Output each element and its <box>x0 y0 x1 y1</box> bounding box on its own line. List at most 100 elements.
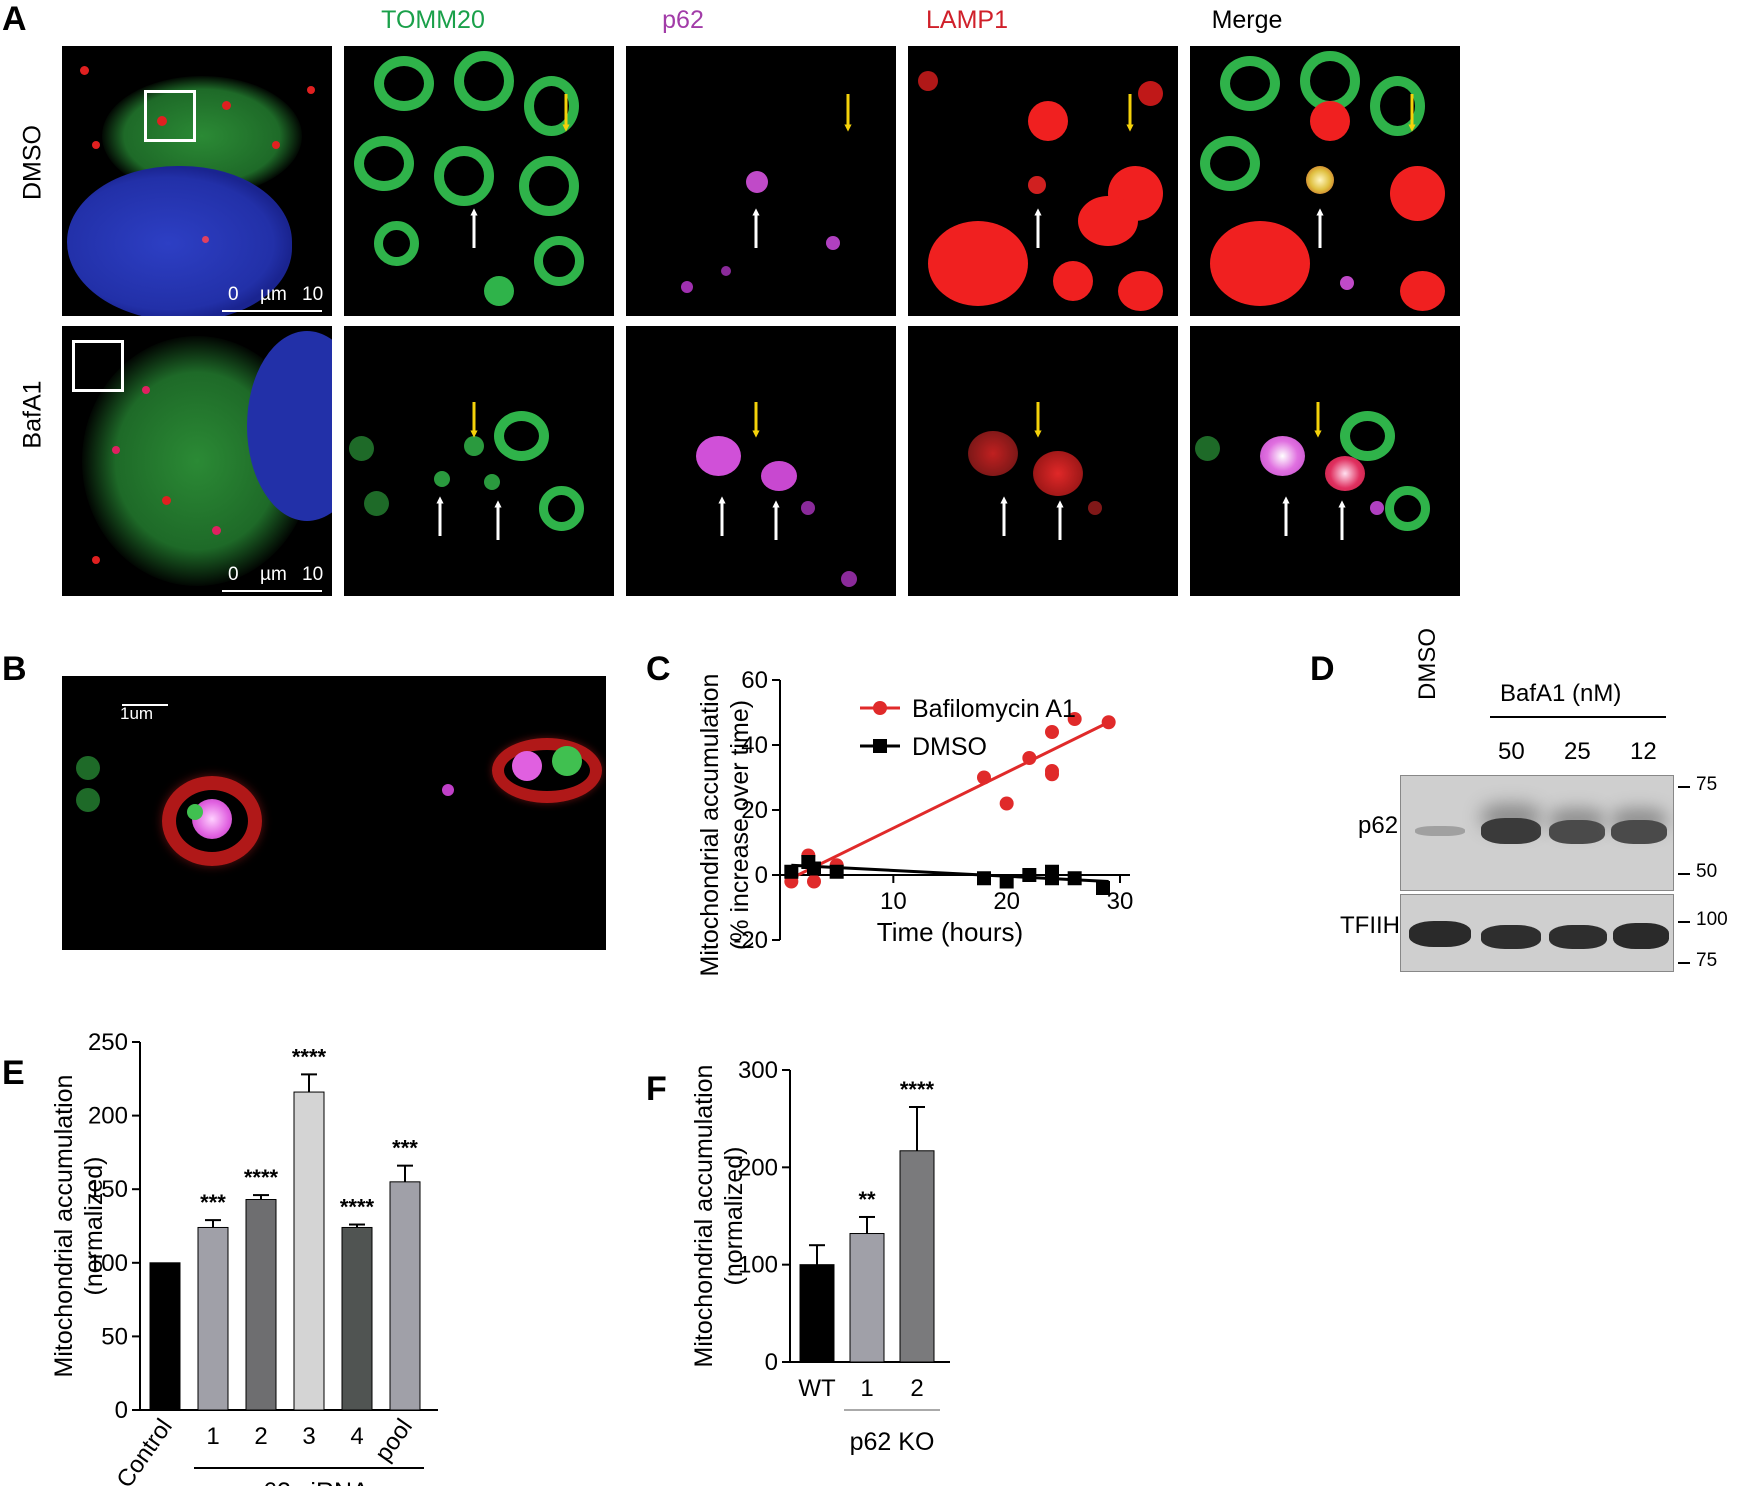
data-point <box>1045 764 1059 778</box>
significance-label: ** <box>858 1187 876 1212</box>
data-point <box>1045 725 1059 739</box>
y-tick-label: 0 <box>755 862 768 889</box>
x-tick-label: 1 <box>860 1375 873 1402</box>
x-tick-label: 1 <box>206 1423 219 1450</box>
chart-e: 0 50 100 150 200 250 Mitochondrial accumulatio… <box>50 1029 438 1486</box>
panel-a-arrows <box>436 94 1416 540</box>
data-point <box>807 861 821 876</box>
scalebar-zero: 0 <box>228 284 239 305</box>
significance-label: **** <box>292 1044 327 1069</box>
bar <box>341 1226 373 1411</box>
y-tick-label: 60 <box>741 667 768 694</box>
panel-label-e: E <box>2 1054 25 1092</box>
y-axis-label: Mitochondrial accumulation <box>700 674 724 977</box>
micrograph-bafa1-tomm20 <box>344 326 614 596</box>
x-tick-label: 2 <box>910 1375 923 1402</box>
marker-tick <box>1678 962 1690 964</box>
x-tick-label: pool <box>370 1414 418 1467</box>
significance-label: **** <box>340 1195 375 1220</box>
legend-marker <box>873 701 887 715</box>
inset-box <box>144 90 196 142</box>
y-tick-label: 50 <box>101 1323 128 1350</box>
blot-treatment-line <box>1490 716 1666 718</box>
panel-label-f: F <box>646 1070 667 1108</box>
inset-box <box>72 340 124 392</box>
micrograph-dmso-overview: 0 µm 10 <box>62 46 332 316</box>
scalebar-unit: µm <box>260 284 287 305</box>
blot-treatment-label: BafA1 (nM) <box>1500 680 1622 707</box>
scalebar-zero: 0 <box>228 564 239 585</box>
data-point <box>1022 751 1037 765</box>
blot-row-label-tfiih: TFIIH <box>1340 912 1400 939</box>
scalebar-max: 10 <box>302 564 324 585</box>
x-tick-label: 4 <box>350 1423 363 1450</box>
group-label: p62 siRNA <box>249 1478 369 1486</box>
panel-label-b: B <box>2 650 27 688</box>
bar <box>799 1264 835 1363</box>
y-tick-label: 40 <box>741 732 768 759</box>
x-tick-label: 3 <box>302 1423 315 1450</box>
bar <box>899 1150 935 1363</box>
y-axis-label: Mitochondrial accumulation <box>50 1075 78 1378</box>
y-tick-label: 0 <box>765 1349 778 1376</box>
y-tick-label: 250 <box>88 1029 128 1056</box>
panel-label-a: A <box>2 0 27 38</box>
data-point <box>1067 871 1082 886</box>
x-tick-label: 20 <box>993 888 1020 915</box>
bar <box>245 1199 277 1411</box>
y-tick-label: 150 <box>88 1176 128 1203</box>
micrograph-bafa1-overview: 0 µm 10 <box>62 326 332 596</box>
data-point <box>1022 868 1037 882</box>
micrograph-dmso-lamp1 <box>908 46 1178 316</box>
chart-f: 0 100 200 300 Mitochondrial accumulation (nor… <box>690 1057 950 1456</box>
significance-label: **** <box>900 1077 935 1102</box>
scalebar-unit: µm <box>260 564 287 585</box>
significance-label: *** <box>200 1190 226 1215</box>
chart-c: -20 0 20 40 60 10 20 30 Time (hours) Mitochondria… <box>700 667 1133 977</box>
micrograph-bafa1-p62 <box>626 326 896 596</box>
marker-label-75: 75 <box>1696 774 1718 795</box>
data-point <box>829 864 844 879</box>
data-point <box>977 871 991 886</box>
data-point <box>1096 881 1110 895</box>
y-tick-label: 200 <box>738 1154 778 1181</box>
legend-marker <box>873 739 887 753</box>
y-tick-label: 100 <box>88 1250 128 1277</box>
marker-label-75: 75 <box>1696 950 1718 971</box>
column-label-p62: p62 <box>662 6 704 34</box>
bar <box>197 1226 229 1411</box>
significance-label: **** <box>244 1165 279 1190</box>
y-tick-label: 200 <box>88 1103 128 1130</box>
x-tick-label: Control <box>111 1414 177 1486</box>
bar <box>293 1091 325 1411</box>
y-axis-label: Mitochondrial accumulation <box>690 1065 718 1368</box>
y-tick-label: -20 <box>733 927 768 954</box>
y-axis-label-2: (normalized) <box>720 1147 748 1286</box>
bar <box>849 1233 885 1363</box>
arrow-white-icon <box>436 208 1346 540</box>
scalebar-line <box>222 590 322 592</box>
marker-tick <box>1678 873 1690 875</box>
x-tick-label: 10 <box>880 888 907 915</box>
y-tick-label: 20 <box>741 797 768 824</box>
marker-label-100: 100 <box>1696 909 1728 930</box>
micrograph-dmso-p62 <box>626 46 896 316</box>
legend-label: Bafilomycin A1 <box>912 695 1076 723</box>
arrow-yellow-icon <box>470 94 1416 438</box>
micrograph-bafa1-lamp1 <box>908 326 1178 596</box>
bar <box>389 1181 421 1411</box>
x-axis-label: Time (hours) <box>877 917 1023 947</box>
blot-lane-label-dmso: DMSO <box>1414 628 1441 700</box>
marker-tick <box>1678 921 1690 923</box>
scalebar-max: 10 <box>302 284 324 305</box>
data-point <box>999 796 1014 811</box>
data-point <box>1101 715 1116 730</box>
scalebar-line <box>222 310 322 312</box>
scalebar-label: 1um <box>120 704 154 723</box>
legend-label: DMSO <box>912 733 987 761</box>
micrograph-dmso-merge <box>1190 46 1460 316</box>
scalebar-line <box>122 704 168 706</box>
x-tick-label: 2 <box>254 1423 267 1450</box>
data-point <box>977 770 991 785</box>
column-label-lamp1: LAMP1 <box>926 6 1008 34</box>
